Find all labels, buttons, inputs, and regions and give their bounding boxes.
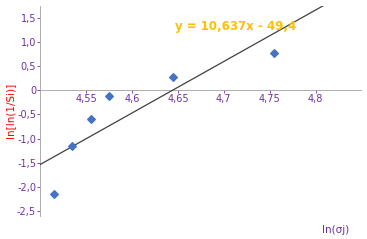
Point (271, 51, 277, 54)
Y-axis label: ln[ln(1/Si)]: ln[ln(1/Si)] (6, 83, 15, 138)
Point (51, 192, 57, 196)
Point (88, 117, 94, 121)
Text: y = 10,637x - 49,4: y = 10,637x - 49,4 (175, 20, 297, 33)
X-axis label: ln(σj): ln(σj) (322, 224, 349, 234)
Point (69, 144, 75, 148)
Point (170, 75, 176, 79)
Point (106, 94, 112, 98)
